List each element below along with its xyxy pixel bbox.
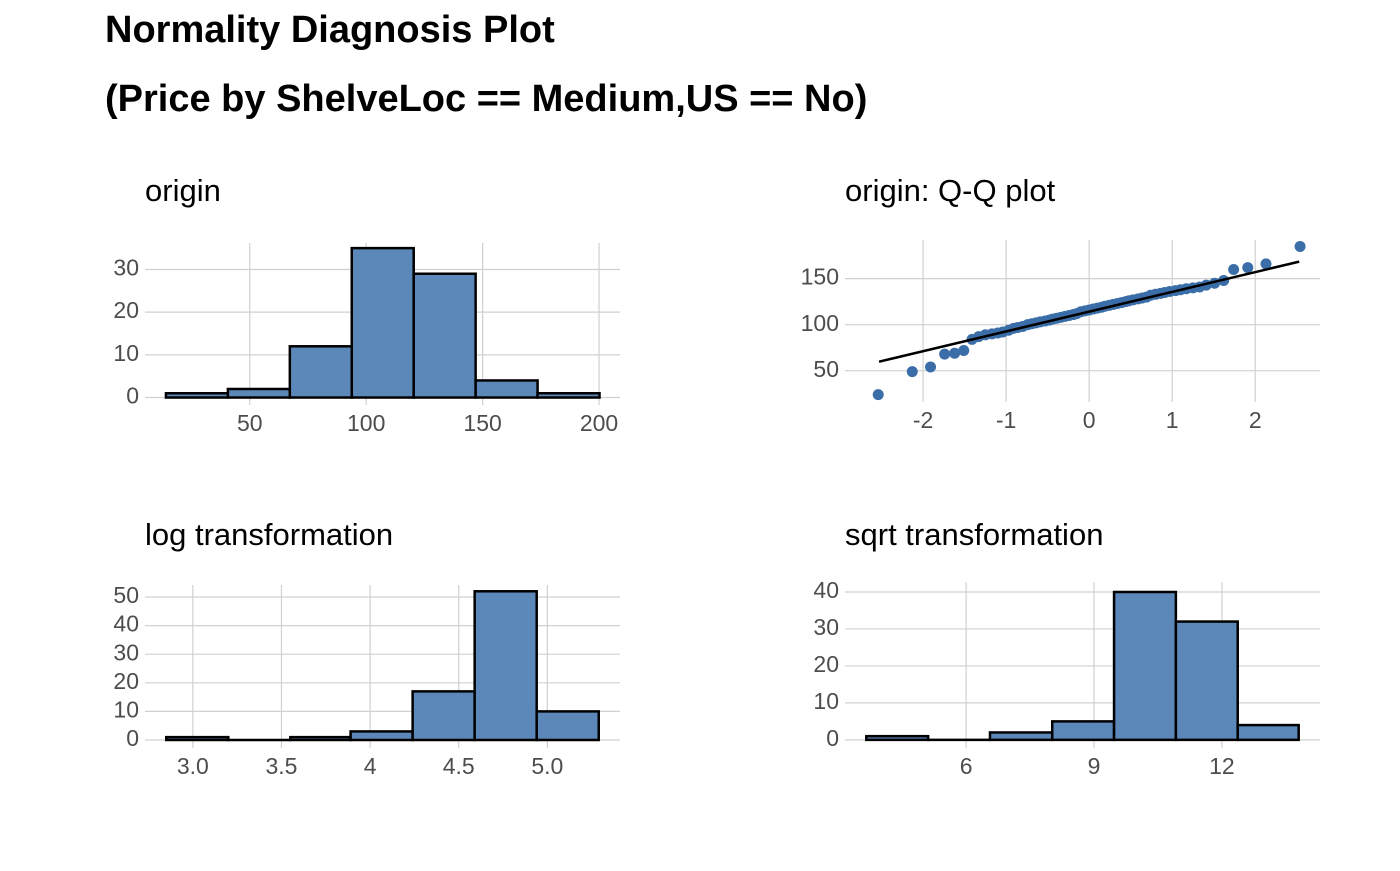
y-tick-label: 40 (813, 577, 839, 603)
chart-subtitle: (Price by ShelveLoc == Medium,US == No) (105, 78, 867, 120)
x-tick-label: 3.0 (177, 753, 209, 779)
y-tick-label: 30 (113, 639, 139, 665)
bar (166, 737, 228, 740)
point (1295, 241, 1306, 252)
bar (1238, 725, 1299, 740)
bar (538, 393, 600, 397)
y-tick-label: 20 (813, 651, 839, 677)
panel-title: log transformation (145, 517, 393, 552)
bar (1176, 622, 1238, 740)
y-tick-label: 20 (113, 297, 139, 323)
x-tick-label: 3.5 (265, 753, 297, 779)
bar (1114, 592, 1176, 740)
x-tick-label: 4.5 (443, 753, 475, 779)
bar (990, 732, 1052, 739)
x-tick-label: 2 (1249, 407, 1262, 433)
bar (351, 731, 413, 740)
bar (166, 393, 228, 397)
x-tick-label: -2 (913, 407, 933, 433)
y-tick-label: 40 (113, 611, 139, 637)
y-tick-label: 0 (126, 383, 139, 409)
bar (866, 736, 928, 740)
y-tick-label: 150 (801, 264, 839, 290)
point (939, 349, 950, 360)
x-tick-label: 12 (1209, 753, 1235, 779)
x-tick-label: 50 (237, 410, 263, 436)
y-tick-label: 20 (113, 668, 139, 694)
y-tick-label: 10 (813, 688, 839, 714)
bar (413, 691, 475, 740)
point (958, 345, 969, 356)
x-tick-label: 100 (347, 410, 385, 436)
bar (290, 346, 352, 397)
y-tick-label: 30 (813, 614, 839, 640)
bar (537, 711, 599, 740)
x-tick-label: 5.0 (531, 753, 563, 779)
x-tick-label: 150 (463, 410, 501, 436)
bar (352, 248, 414, 397)
y-tick-label: 100 (801, 310, 839, 336)
y-tick-label: 0 (126, 725, 139, 751)
x-tick-label: 9 (1088, 753, 1101, 779)
x-tick-label: 200 (580, 410, 618, 436)
x-tick-label: -1 (996, 407, 1016, 433)
chart-title: Normality Diagnosis Plot (105, 9, 555, 51)
x-tick-label: 4 (364, 753, 377, 779)
y-tick-label: 30 (113, 255, 139, 281)
bar (414, 274, 476, 398)
panel-title: sqrt transformation (845, 517, 1103, 552)
y-tick-label: 50 (113, 582, 139, 608)
x-tick-label: 1 (1166, 407, 1179, 433)
point (1242, 262, 1253, 273)
point (1228, 264, 1239, 275)
bar (228, 389, 290, 398)
point (873, 389, 884, 400)
y-tick-label: 50 (813, 356, 839, 382)
y-tick-label: 10 (113, 696, 139, 722)
point (925, 362, 936, 373)
x-tick-label: 6 (960, 753, 973, 779)
bar (476, 380, 538, 397)
bar (475, 591, 537, 740)
bar (1052, 721, 1114, 739)
y-tick-label: 10 (113, 340, 139, 366)
bar (290, 737, 350, 740)
x-tick-label: 0 (1083, 407, 1096, 433)
point (907, 366, 918, 377)
panel-title: origin: Q-Q plot (845, 173, 1056, 208)
y-tick-label: 0 (826, 725, 839, 751)
panel-title: origin (145, 173, 221, 208)
